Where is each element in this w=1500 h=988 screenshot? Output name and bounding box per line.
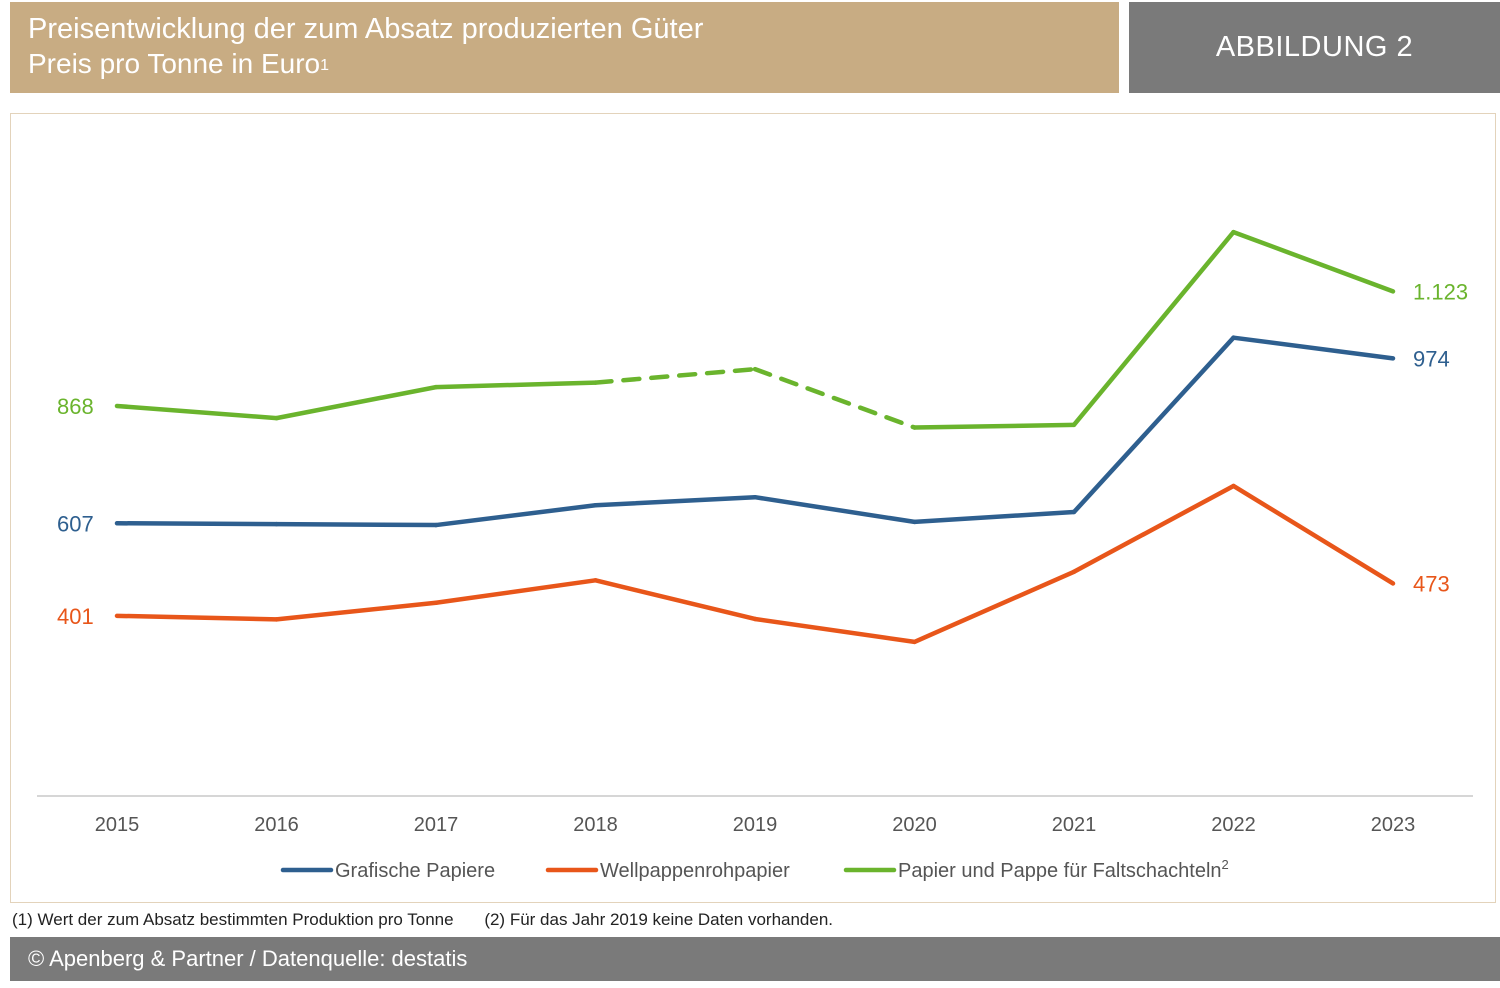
series-0-segment-2020 — [912, 509, 1077, 525]
legend-label-0: Grafische Papiere — [335, 860, 495, 882]
legend-label-2-footnote-mark: 2 — [1222, 857, 1229, 872]
series-0-segment-2019 — [752, 494, 917, 525]
x-tick-label-2019: 2019 — [733, 814, 778, 836]
chart-frame: 2015 2016 2017 2018 2019 2020 2021 2022 2023 607 9… — [10, 113, 1496, 903]
series-1-segment-2019 — [752, 616, 917, 645]
source-text: © Apenberg & Partner / Datenquelle: dest… — [28, 946, 468, 971]
x-tick-label-2020: 2020 — [892, 814, 937, 836]
series-1-segment-2015 — [114, 613, 279, 622]
chart-subtitle: Preis pro Tonne in Euro1 — [28, 46, 1101, 82]
series-1-start-label: 401 — [57, 604, 94, 629]
title-panel: Preisentwicklung der zum Absatz produzie… — [10, 2, 1119, 93]
series-2-segment-2017 — [433, 380, 598, 390]
series-0-segment-2018 — [593, 494, 758, 508]
series-2-segment-2022 — [1231, 229, 1396, 294]
series-1-end-label: 473 — [1413, 571, 1450, 596]
series-2-end-label: 1.123 — [1413, 279, 1468, 304]
source-footer: © Apenberg & Partner / Datenquelle: dest… — [10, 937, 1500, 981]
series-2-segment-2015 — [114, 403, 279, 421]
series-0-start-label: 607 — [57, 511, 94, 536]
footnotes: (1) Wert der zum Absatz bestimmten Produ… — [12, 910, 833, 930]
series-2-segment-2021 — [1071, 229, 1236, 428]
series-1-segment-2016 — [274, 600, 439, 622]
x-tick-label-2022: 2022 — [1211, 814, 1256, 836]
footnote-1: (1) Wert der zum Absatz bestimmten Produ… — [12, 910, 454, 929]
chart-subtitle-text: Preis pro Tonne in Euro — [28, 48, 321, 79]
series-1-segment-2017 — [433, 578, 598, 606]
series-0-segment-2015 — [114, 521, 279, 527]
series-0-segment-2017 — [433, 503, 598, 528]
series-2-segment-2019 — [752, 366, 917, 430]
x-tick-label-2015: 2015 — [95, 814, 140, 836]
series-0-segment-2022 — [1231, 335, 1396, 361]
x-tick-label-2023: 2023 — [1371, 814, 1416, 836]
x-tick-label-2018: 2018 — [573, 814, 618, 836]
series-2-segment-2020 — [912, 422, 1077, 430]
series-2-segment-2016 — [274, 384, 439, 421]
series-1-segment-2018 — [593, 578, 758, 622]
series-0-segment-2021 — [1071, 335, 1236, 515]
footnote-2: (2) Für das Jahr 2019 keine Daten vorhan… — [484, 910, 834, 929]
line-chart: 2015 2016 2017 2018 2019 2020 2021 2022 2023 607 9… — [37, 229, 1473, 882]
figure-label: ABBILDUNG 2 — [1129, 2, 1500, 93]
series-2-segment-2018 — [593, 366, 758, 385]
x-tick-label-2021: 2021 — [1052, 814, 1097, 836]
figure-label-text: ABBILDUNG 2 — [1215, 31, 1414, 63]
series-0-segment-2016 — [274, 521, 439, 528]
legend-label-2: Papier und Pappe für Faltschachteln2 — [898, 857, 1229, 882]
series-0-end-label: 974 — [1413, 346, 1450, 371]
legend-label-1: Wellpappenrohpapier — [600, 860, 790, 882]
subtitle-footnote-mark: 1 — [320, 57, 330, 74]
series-1-segment-2022 — [1231, 483, 1396, 586]
series-1-segment-2020 — [912, 569, 1077, 645]
x-tick-label-2016: 2016 — [254, 814, 299, 836]
series-1-segment-2021 — [1071, 483, 1236, 575]
x-tick-label-2017: 2017 — [414, 814, 459, 836]
chart-title: Preisentwicklung der zum Absatz produzie… — [28, 13, 704, 45]
series-2-start-label: 868 — [57, 394, 94, 419]
